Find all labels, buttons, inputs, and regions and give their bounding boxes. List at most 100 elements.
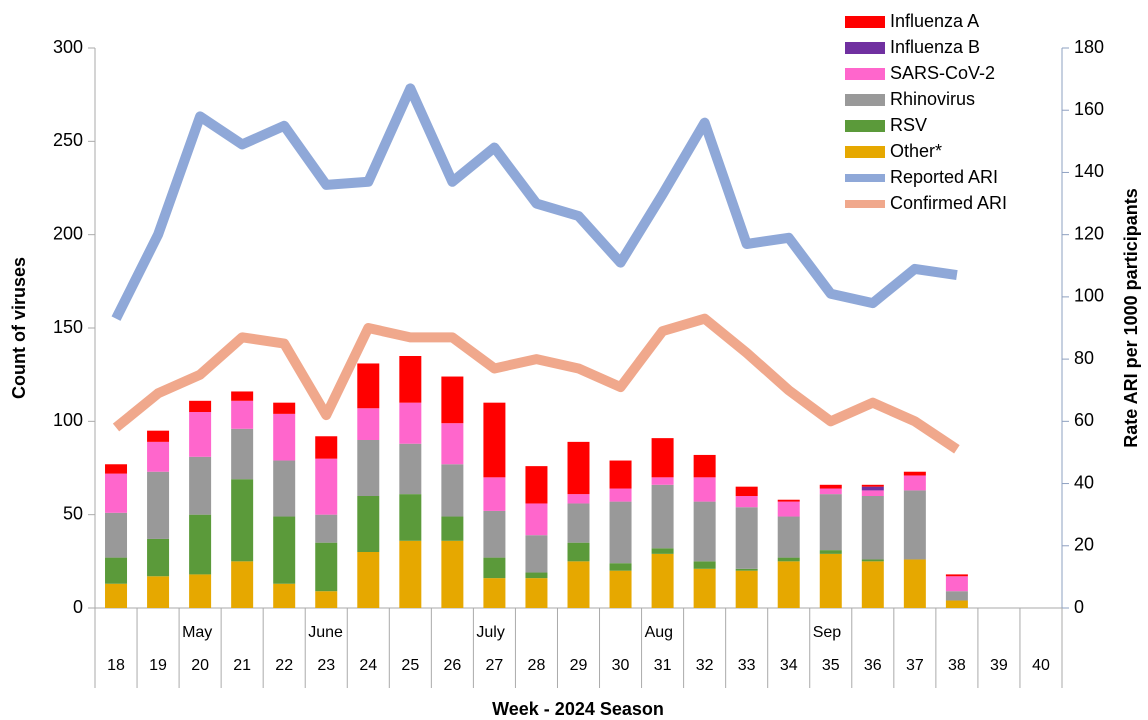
bar-segment	[399, 402, 422, 444]
bar-segment	[315, 542, 338, 592]
bar-segment	[945, 576, 968, 592]
x-tick-label: 24	[359, 657, 377, 674]
x-tick-label: 37	[906, 657, 924, 674]
x-tick-label: 32	[696, 657, 714, 674]
bar-segment	[777, 501, 800, 517]
bar-segment	[609, 488, 632, 502]
bar-segment	[567, 561, 590, 608]
bar-segment	[399, 494, 422, 541]
legend-label: RSV	[890, 115, 927, 135]
bar-segment	[441, 464, 464, 517]
legend-label: Other*	[890, 141, 942, 161]
bar-segment	[399, 443, 422, 495]
bar-segment	[483, 557, 506, 579]
bar-segment	[609, 501, 632, 564]
legend-label: Influenza A	[890, 11, 979, 31]
bar-segment	[693, 568, 716, 608]
legend-label: Confirmed ARI	[890, 193, 1007, 213]
legend-swatch	[845, 120, 885, 132]
month-label: May	[182, 624, 212, 641]
bar-segment	[189, 412, 212, 457]
bar-segment	[735, 568, 758, 571]
bar-segment	[651, 477, 674, 485]
bar-segment	[819, 553, 842, 608]
line	[111, 83, 958, 321]
x-tick-label: 23	[317, 657, 335, 674]
bar-segment	[357, 440, 380, 496]
bar-segment	[567, 503, 590, 543]
bar-segment	[609, 570, 632, 608]
bar-segment	[609, 563, 632, 571]
x-tick-label: 31	[654, 657, 672, 674]
x-tick-label: 19	[149, 657, 167, 674]
x-tick-label: 38	[948, 657, 966, 674]
y-tick-label: 200	[53, 223, 83, 243]
bar-segment	[231, 428, 254, 480]
bar-segment	[483, 510, 506, 558]
legend-label: Rhinovirus	[890, 89, 975, 109]
bar-segment	[651, 548, 674, 554]
bar-segment	[861, 559, 884, 562]
y2-tick-label: 100	[1074, 286, 1104, 306]
bar-segment	[651, 438, 674, 478]
x-tick-label: 25	[401, 657, 419, 674]
bar-segment	[273, 460, 296, 517]
bar-segment	[567, 441, 590, 495]
bar-segment	[231, 391, 254, 401]
bar-segment	[861, 490, 884, 496]
bar-segment	[147, 576, 170, 608]
bar-segment	[861, 496, 884, 560]
bar-segment	[861, 561, 884, 608]
bar-segment	[693, 561, 716, 569]
y2-tick-label: 40	[1074, 472, 1094, 492]
y2-tick-label: 160	[1074, 99, 1104, 119]
bar-segment	[651, 553, 674, 608]
bar-segment	[819, 494, 842, 551]
bar-segment	[105, 583, 128, 608]
month-label: July	[476, 624, 504, 641]
y2-tick-label: 20	[1074, 535, 1094, 555]
bar-segment	[735, 496, 758, 508]
bar-segment	[105, 557, 128, 584]
bar-segment	[273, 516, 296, 584]
y-tick-label: 150	[53, 317, 83, 337]
line	[112, 313, 960, 454]
bar-segment	[357, 363, 380, 409]
bar-segment	[147, 471, 170, 539]
y2-tick-label: 120	[1074, 223, 1104, 243]
bar-segment	[777, 516, 800, 558]
bar-segment	[735, 486, 758, 496]
y-tick-label: 300	[53, 37, 83, 57]
bar-segment	[945, 591, 968, 601]
y-tick-label: 250	[53, 130, 83, 150]
bar-segment	[315, 436, 338, 459]
bar-segment	[651, 484, 674, 549]
bar-segment	[147, 538, 170, 577]
bar-segment	[735, 507, 758, 569]
bar-segment	[273, 583, 296, 608]
bar-segment	[273, 413, 296, 461]
bar-segment	[357, 408, 380, 440]
bar-segment	[525, 535, 548, 573]
bar-segment	[357, 496, 380, 552]
legend-label: SARS-CoV-2	[890, 63, 995, 83]
x-tick-label: 36	[864, 657, 882, 674]
bar-segment	[819, 550, 842, 554]
bar-segment	[693, 454, 716, 478]
bar-segment	[315, 514, 338, 543]
bar-segment	[105, 473, 128, 513]
x-tick-label: 18	[107, 657, 125, 674]
bar-segment	[231, 561, 254, 608]
bar-segment	[777, 561, 800, 608]
y2-tick-label: 60	[1074, 410, 1094, 430]
bar-segment	[399, 356, 422, 403]
bar-segment	[189, 456, 212, 515]
bar-segment	[147, 430, 170, 442]
bar-segment	[861, 486, 884, 491]
x-tick-label: 33	[738, 657, 756, 674]
x-tick-label: 28	[528, 657, 546, 674]
x-tick-label: 40	[1032, 657, 1050, 674]
x-tick-label: 34	[780, 657, 798, 674]
bar-segment	[231, 479, 254, 562]
bar-segment	[399, 540, 422, 608]
